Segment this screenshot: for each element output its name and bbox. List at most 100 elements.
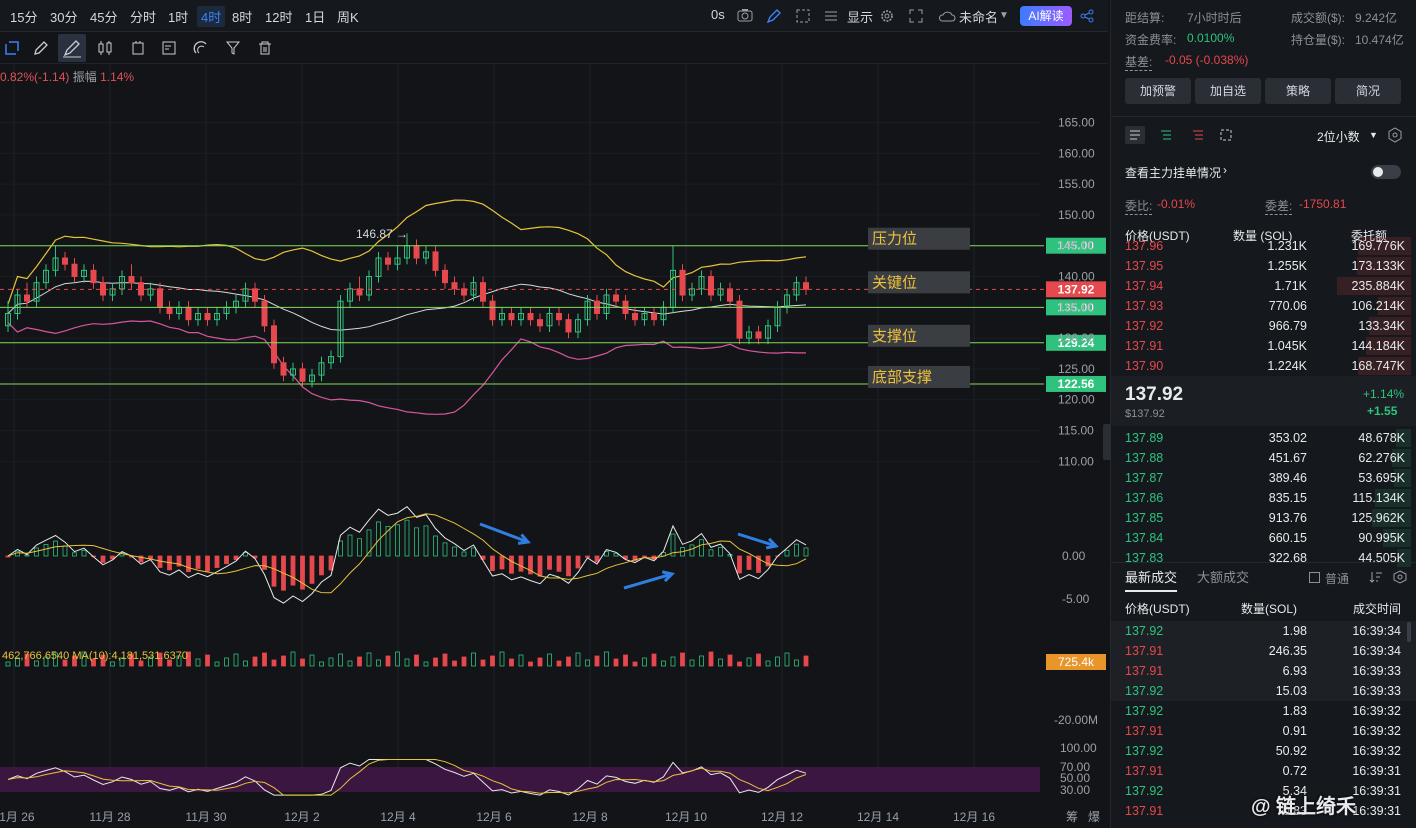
trade-price: 137.92: [1125, 784, 1164, 798]
orderbook-asks-icon[interactable]: [1191, 128, 1205, 142]
settings-icon[interactable]: [1387, 127, 1403, 143]
edit-pen-icon[interactable]: [766, 8, 782, 24]
ai-analysis-button[interactable]: AI解读: [1020, 6, 1072, 26]
bid-row[interactable]: 137.89 353.02 48.678K: [1111, 428, 1416, 448]
ask-row[interactable]: 137.93 770.06 106.214K: [1111, 296, 1416, 316]
tf-30m[interactable]: 30分: [50, 10, 78, 25]
cloud-icon[interactable]: [938, 10, 956, 22]
normal-checkbox[interactable]: [1309, 572, 1320, 583]
candle-body: [62, 257, 68, 265]
tf-45m[interactable]: 45分: [90, 10, 118, 25]
tf-15m[interactable]: 15分: [10, 10, 38, 25]
tf-1d[interactable]: 1日: [305, 10, 326, 25]
volume-bar: [689, 659, 695, 667]
macd-bar: [575, 555, 581, 569]
resize-icon[interactable]: [795, 8, 811, 24]
tf-1w[interactable]: 周K: [337, 10, 359, 25]
volume-bar: [575, 652, 581, 667]
magnet-icon[interactable]: [193, 40, 209, 56]
layout-name[interactable]: 未命名: [959, 10, 999, 25]
settings-icon[interactable]: [1393, 570, 1407, 584]
macd-bar: [689, 544, 695, 557]
tab-large-trades[interactable]: 大额成交: [1197, 570, 1250, 585]
ask-row[interactable]: 137.96 1.231K 169.776K: [1111, 236, 1416, 256]
ob-header-amount[interactable]: 委托额: [1351, 229, 1388, 243]
main-orders-toggle[interactable]: [1371, 165, 1401, 179]
tf-8h[interactable]: 8时: [232, 10, 253, 25]
fullscreen-icon[interactable]: [909, 9, 923, 23]
macd-bar: [290, 555, 296, 586]
orderbook-bids-icon[interactable]: [1159, 128, 1173, 142]
time-tick: 11月 28: [89, 810, 130, 824]
candle-icon[interactable]: [97, 40, 113, 56]
volume-bar: [765, 660, 771, 667]
bid-row[interactable]: 137.84 660.15 90.995K: [1111, 528, 1416, 548]
filter-icon[interactable]: [225, 40, 241, 56]
chevron-right-icon[interactable]: ›: [1223, 163, 1227, 177]
share-icon[interactable]: [1080, 9, 1094, 23]
bid-row[interactable]: 137.87 389.46 53.695K: [1111, 468, 1416, 488]
diff-value: -1750.81: [1299, 197, 1347, 211]
refresh-interval[interactable]: 0s: [711, 7, 725, 22]
macd-bar: [594, 555, 600, 563]
macd-bar: [765, 555, 771, 567]
ask-row[interactable]: 137.90 1.224K 168.747K: [1111, 356, 1416, 376]
bid-row[interactable]: 137.88 451.67 62.276K: [1111, 448, 1416, 468]
bid-row[interactable]: 137.83 322.68 44.505K: [1111, 548, 1416, 568]
panel-collapse-handle[interactable]: [1103, 424, 1111, 460]
tf-timeshare[interactable]: 分时: [130, 10, 157, 25]
ask-row[interactable]: 137.92 966.79 133.34K: [1111, 316, 1416, 336]
volume-bar: [43, 656, 49, 667]
tf-12h[interactable]: 12时: [265, 10, 293, 25]
ob-amount: 169.776K: [1351, 239, 1405, 253]
note-icon[interactable]: [161, 40, 177, 56]
ask-row[interactable]: 137.94 1.71K 235.884K: [1111, 276, 1416, 296]
tab-latest-trades[interactable]: 最新成交: [1125, 567, 1178, 592]
candle-body: [71, 263, 78, 278]
decimals-select[interactable]: 2位小数: [1317, 130, 1360, 144]
ruler-icon[interactable]: [130, 40, 146, 56]
main-orders-link[interactable]: 查看主力挂单情况: [1125, 166, 1222, 180]
depth-icon[interactable]: [1219, 128, 1233, 142]
candle-body: [195, 312, 201, 321]
macd-bar: [556, 555, 562, 572]
volume-bar: [556, 660, 562, 667]
volume-bar: [157, 652, 163, 667]
ask-row[interactable]: 137.91 1.045K 144.184K: [1111, 336, 1416, 356]
trash-icon[interactable]: [257, 40, 273, 56]
volume-bar: [528, 661, 533, 667]
chip-label[interactable]: 筹: [1066, 810, 1078, 824]
chevron-down-icon[interactable]: ▼: [999, 10, 1009, 21]
ob-amount: 106.214K: [1351, 299, 1405, 313]
tf-1h[interactable]: 1时: [168, 10, 189, 25]
macd-bar: [746, 555, 752, 570]
add-alert-button[interactable]: 加预警: [1125, 78, 1191, 104]
overview-button[interactable]: 简况: [1335, 78, 1401, 104]
trade-header-price: 价格(USDT): [1125, 602, 1190, 616]
list-icon[interactable]: [824, 9, 838, 23]
brush-icon[interactable]: [58, 34, 86, 62]
turnover-value: 9.242亿: [1355, 11, 1398, 25]
trade-header-qty[interactable]: 数量(SOL): [1241, 602, 1298, 616]
tf-4h[interactable]: 4时: [197, 6, 226, 27]
pencil-icon[interactable]: [33, 40, 49, 56]
price-chart[interactable]: 146.87 → 145.00 压力位 137.92 关键位 135.00 129.24 支撑…: [0, 64, 1108, 828]
ask-row[interactable]: 137.95 1.255K 173.133K: [1111, 256, 1416, 276]
add-watchlist-button[interactable]: 加自选: [1195, 78, 1261, 104]
liquidation-label[interactable]: 爆: [1088, 810, 1100, 824]
funding-label: 资金费率:: [1125, 33, 1177, 47]
ob-header-qty[interactable]: 数量 (SOL): [1233, 229, 1293, 243]
gear-icon[interactable]: [880, 9, 894, 23]
strategy-button[interactable]: 策略: [1265, 78, 1331, 104]
macd-bar: [357, 538, 362, 557]
bid-row[interactable]: 137.86 835.15 115.134K: [1111, 488, 1416, 508]
orderbook-both-icon[interactable]: [1125, 126, 1145, 144]
chevron-down-icon[interactable]: ▼: [1369, 130, 1378, 140]
scrollbar[interactable]: [1407, 622, 1411, 642]
sort-icon[interactable]: [1369, 570, 1383, 584]
display-menu[interactable]: 显示: [847, 10, 874, 25]
camera-icon[interactable]: [737, 8, 753, 22]
bid-row[interactable]: 137.85 913.76 125.962K: [1111, 508, 1416, 528]
crosshair-icon[interactable]: [4, 40, 20, 56]
right-panel: 距结算: 7小时时后 成交额($): 9.242亿 资金费率: 0.0100% …: [1110, 0, 1416, 828]
